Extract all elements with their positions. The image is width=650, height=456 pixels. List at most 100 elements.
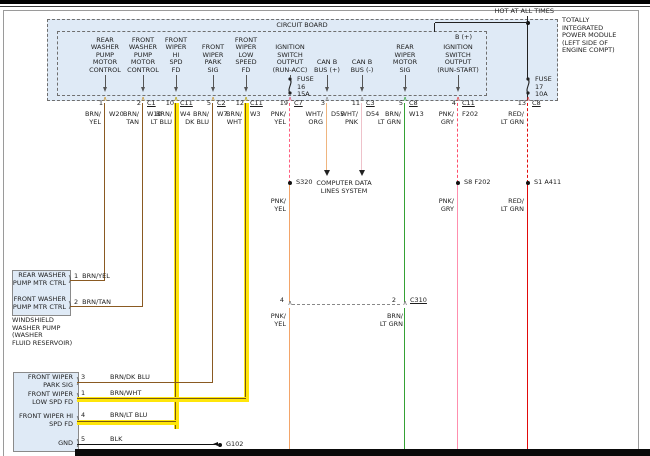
signal-front-wiper-low: FRONT WIPER LOW SPEED FD xyxy=(234,35,258,74)
connector-pin-icon: ∧ xyxy=(140,95,146,103)
wire-brn-tan xyxy=(142,103,144,307)
signal-stem xyxy=(361,75,363,88)
tipm-box xyxy=(47,19,558,101)
wire-brn-tan-horizontal xyxy=(70,306,143,308)
signal-stem xyxy=(457,75,459,88)
wire-pnk-yel-solid xyxy=(289,183,291,302)
signal-stem xyxy=(404,75,406,88)
pin-number: 5 xyxy=(398,99,403,107)
washer-box-caption: WINDSHIELD WASHER PUMP (WASHER FLUID RES… xyxy=(12,316,73,347)
feed-wire-vertical xyxy=(527,16,529,78)
signal-ign-run-start: IGNITION SWITCH OUTPUT (RUN-START) xyxy=(437,43,479,74)
c310-dashed-line xyxy=(292,304,400,306)
component-pin-icon: ) xyxy=(76,439,80,449)
signal-stem xyxy=(142,75,144,88)
washer-pump-box xyxy=(12,270,71,316)
wire-brn-yel-horizontal xyxy=(70,280,105,282)
top-black-bar xyxy=(0,0,650,4)
circuit-label: W3 xyxy=(250,110,261,118)
fuse16-icon xyxy=(288,77,292,95)
connector-pin-icon: ∧ xyxy=(243,95,249,103)
circuit-label: F202 xyxy=(462,110,479,118)
wire-color-label: BRN/ LT GRN xyxy=(379,312,403,328)
pin-number: 13 xyxy=(517,99,526,107)
wire-color-label: PNK/ YEL xyxy=(270,312,286,328)
pin-number: 5 xyxy=(81,435,86,443)
connector-name: C3 xyxy=(366,99,375,107)
ground-arrow-icon xyxy=(213,442,218,446)
connector-pin-icon: ∧ xyxy=(359,95,365,103)
fuse17-out-wire xyxy=(527,94,529,100)
splice-dot xyxy=(288,181,292,185)
pin-number: 1 xyxy=(98,99,103,107)
wire-color-label: RED/ LT GRN xyxy=(500,197,524,213)
wire-color-label: BRN/WHT xyxy=(110,389,142,397)
wire-color-label: BRN/ DK BLU xyxy=(185,110,209,126)
feed-wire-branch xyxy=(435,22,528,24)
wire-pnk-yel-dashed xyxy=(289,103,291,183)
splice-label-s8: S8 F202 xyxy=(464,178,491,186)
wire-pnk-gry-solid xyxy=(457,183,459,450)
signal-front-wiper-hi: FRONT WIPER HI SPD FD xyxy=(164,35,188,74)
c310-label: C310 xyxy=(410,296,427,304)
wire-pnk-gry-dashed xyxy=(457,103,459,183)
wire-brn-dk-blu-horizontal xyxy=(77,382,213,384)
circuit-label: W10 xyxy=(147,110,162,118)
wire-color-label: BRN/ LT GRN xyxy=(377,110,401,126)
wire-brn-wht-horizontal xyxy=(77,398,246,400)
fuse16-label: FUSE 16 15A xyxy=(297,75,314,98)
wire-red-lt-grn-dashed xyxy=(527,103,529,183)
fuse17-label: FUSE 17 10A xyxy=(535,75,552,98)
connector-name: C11 xyxy=(180,99,193,107)
splice-dot xyxy=(456,181,460,185)
connector-name: C8 xyxy=(409,99,418,107)
connector-pin-icon: ∧ xyxy=(173,95,179,103)
connector-name: C11 xyxy=(462,99,475,107)
down-arrow-icon xyxy=(243,87,248,92)
splice-dot xyxy=(526,181,530,185)
pin-number: 4 xyxy=(81,411,86,419)
wire-color-label: BRN/ LT BLU xyxy=(150,110,172,126)
pin-number: 1 xyxy=(74,272,79,280)
wire-color-label: BRN/ YEL xyxy=(84,110,101,126)
washer-row-label: FRONT WASHER PUMP MTR CTRL xyxy=(12,295,66,311)
wire-color-label: BRN/DK BLU xyxy=(110,373,150,381)
wire-color-label: PNK/ YEL xyxy=(270,110,286,126)
c310-left-pin: 4 xyxy=(279,296,284,304)
pin-number: 4 xyxy=(451,99,456,107)
down-arrow-icon xyxy=(173,87,178,92)
wire-wht-pnk xyxy=(361,103,363,170)
component-pin-icon: ) xyxy=(76,377,80,387)
hot-at-all-times-label: HOT AT ALL TIMES xyxy=(494,7,554,15)
wire-brn-lt-blu-horizontal xyxy=(77,421,176,423)
wire-wht-org xyxy=(326,103,328,170)
signal-rear-wiper-motor: REAR WIPER MOTOR SIG xyxy=(392,43,418,74)
down-arrow-icon xyxy=(102,87,107,92)
signal-stem xyxy=(245,75,247,88)
connector-pin-icon: ∧ xyxy=(402,299,408,307)
b-plus-label: B (+) xyxy=(455,33,473,41)
wire-color-label: WHT/ ORG xyxy=(305,110,323,126)
feed-junction-dot xyxy=(526,21,530,25)
pin-number: 3 xyxy=(81,373,86,381)
signal-rear-washer-pump: REAR WASHER PUMP MOTOR CONTROL xyxy=(89,35,121,74)
wire-color-label: BRN/TAN xyxy=(82,298,111,306)
computer-data-lines-label: COMPUTER DATA LINES SYSTEM xyxy=(316,179,372,195)
circuit-label: W13 xyxy=(409,110,424,118)
wire-brn-dk-blu xyxy=(212,103,214,383)
signal-front-wiper-park: FRONT WIPER PARK SIG xyxy=(201,43,225,74)
signal-ign-run-acc: IGNITION SWITCH OUTPUT (RUN-ACC) xyxy=(272,43,308,74)
connector-pin-icon: ∧ xyxy=(455,95,461,103)
signal-stem xyxy=(175,75,177,88)
wire-color-label: BRN/LT BLU xyxy=(110,411,148,419)
feed-wire-drop xyxy=(434,23,436,32)
down-arrow-icon xyxy=(324,87,329,92)
wiper-row-label: FRONT WIPER PARK SIG xyxy=(27,373,73,389)
tipm-module-label: TOTALLY INTEGRATED POWER MODULE (LEFT SI… xyxy=(562,16,617,54)
connector-name: C11 xyxy=(250,99,263,107)
connector-name: C8 xyxy=(532,99,541,107)
wire-brn-wht xyxy=(245,103,247,401)
pin-number: 2 xyxy=(74,298,79,306)
signal-stem xyxy=(212,75,214,88)
